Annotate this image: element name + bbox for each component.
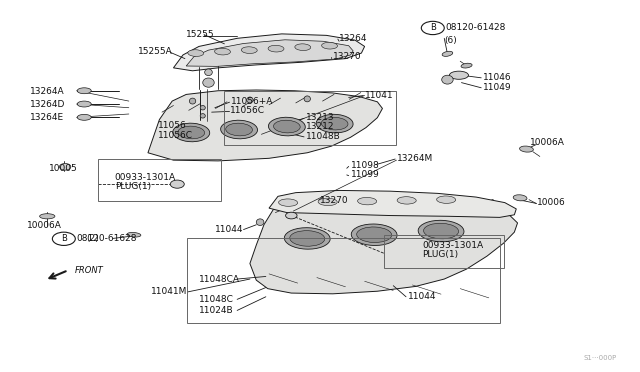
Text: 13264A: 13264A <box>30 87 65 96</box>
Ellipse shape <box>203 78 214 87</box>
Text: 11048CA: 11048CA <box>199 275 240 283</box>
Ellipse shape <box>285 212 297 219</box>
Ellipse shape <box>77 88 92 94</box>
Text: 13213: 13213 <box>306 113 335 122</box>
Text: PLUG(1): PLUG(1) <box>115 182 151 191</box>
Text: 11024B: 11024B <box>199 306 234 315</box>
Text: 11056+A: 11056+A <box>231 97 273 106</box>
Ellipse shape <box>351 224 397 246</box>
Text: 11048C: 11048C <box>199 295 234 304</box>
Polygon shape <box>250 198 518 294</box>
Ellipse shape <box>214 48 230 55</box>
Polygon shape <box>269 190 516 217</box>
Text: 11041M: 11041M <box>151 288 188 296</box>
Ellipse shape <box>268 117 305 136</box>
Text: 10005: 10005 <box>49 164 78 173</box>
Text: 13264D: 13264D <box>30 100 65 109</box>
Text: PLUG(1): PLUG(1) <box>422 250 458 259</box>
Ellipse shape <box>127 232 141 237</box>
Text: 00933-1301A: 00933-1301A <box>115 173 176 182</box>
Ellipse shape <box>356 227 392 243</box>
Ellipse shape <box>290 231 324 246</box>
Ellipse shape <box>77 101 92 107</box>
Ellipse shape <box>246 97 253 103</box>
Text: 10006: 10006 <box>537 198 565 207</box>
Ellipse shape <box>304 96 310 102</box>
Ellipse shape <box>226 123 252 136</box>
Ellipse shape <box>221 120 257 139</box>
Ellipse shape <box>436 196 456 203</box>
Ellipse shape <box>284 228 330 249</box>
Text: 15255A: 15255A <box>138 47 173 56</box>
Bar <box>188 238 500 323</box>
Text: (2): (2) <box>86 234 99 243</box>
Polygon shape <box>148 90 383 161</box>
Ellipse shape <box>318 198 337 206</box>
Ellipse shape <box>256 219 264 225</box>
Ellipse shape <box>513 195 527 201</box>
Bar <box>99 160 221 201</box>
Ellipse shape <box>520 146 533 152</box>
Ellipse shape <box>268 45 284 52</box>
Text: 11098: 11098 <box>351 161 380 170</box>
Text: 15255: 15255 <box>186 30 215 39</box>
Text: 13270: 13270 <box>333 52 362 61</box>
Ellipse shape <box>60 163 71 170</box>
Text: 10006A: 10006A <box>531 138 565 147</box>
Ellipse shape <box>321 117 348 130</box>
Ellipse shape <box>449 71 468 79</box>
Text: 11049: 11049 <box>483 83 511 92</box>
Text: 11044: 11044 <box>408 292 436 301</box>
Text: 13212: 13212 <box>306 122 335 131</box>
Text: 11048B: 11048B <box>306 132 340 141</box>
Ellipse shape <box>316 114 353 133</box>
Ellipse shape <box>189 98 196 104</box>
Text: 11099: 11099 <box>351 170 380 179</box>
Ellipse shape <box>442 51 452 56</box>
Ellipse shape <box>40 214 55 219</box>
Text: 11056C: 11056C <box>157 131 193 140</box>
Text: 00933-1301A: 00933-1301A <box>422 241 483 250</box>
Ellipse shape <box>278 199 298 206</box>
Text: FRONT: FRONT <box>75 266 104 275</box>
Ellipse shape <box>77 114 92 120</box>
Text: B: B <box>61 234 67 243</box>
Ellipse shape <box>273 120 300 133</box>
Text: 11046: 11046 <box>483 73 511 81</box>
Polygon shape <box>173 34 365 71</box>
Text: (6): (6) <box>444 36 457 45</box>
Ellipse shape <box>442 75 453 84</box>
Text: 08120-61628: 08120-61628 <box>77 234 137 243</box>
Ellipse shape <box>322 42 337 49</box>
Text: 11041: 11041 <box>365 91 393 100</box>
Ellipse shape <box>461 63 472 68</box>
Ellipse shape <box>418 220 464 242</box>
Ellipse shape <box>173 123 210 142</box>
Ellipse shape <box>397 197 416 204</box>
Ellipse shape <box>170 180 184 188</box>
Text: 13264E: 13264E <box>30 113 64 122</box>
Ellipse shape <box>205 69 212 76</box>
Bar <box>384 235 504 268</box>
Ellipse shape <box>358 198 377 205</box>
Text: B: B <box>430 23 436 32</box>
Ellipse shape <box>200 106 205 110</box>
Text: 11056C: 11056C <box>230 106 264 115</box>
Text: 08120-61428: 08120-61428 <box>445 23 506 32</box>
Polygon shape <box>186 40 353 66</box>
Ellipse shape <box>178 126 205 139</box>
Text: 13270: 13270 <box>320 196 349 205</box>
Bar <box>225 91 396 145</box>
Ellipse shape <box>295 44 311 51</box>
Text: 11044: 11044 <box>215 225 243 234</box>
Ellipse shape <box>241 47 257 54</box>
Ellipse shape <box>424 223 459 239</box>
Text: 13264M: 13264M <box>396 154 433 163</box>
Ellipse shape <box>200 113 205 118</box>
Text: 13264: 13264 <box>339 34 367 43</box>
Text: S1···000P: S1···000P <box>583 355 616 361</box>
Text: 11056: 11056 <box>157 121 186 129</box>
Text: 10006A: 10006A <box>27 221 61 230</box>
Ellipse shape <box>188 50 204 57</box>
